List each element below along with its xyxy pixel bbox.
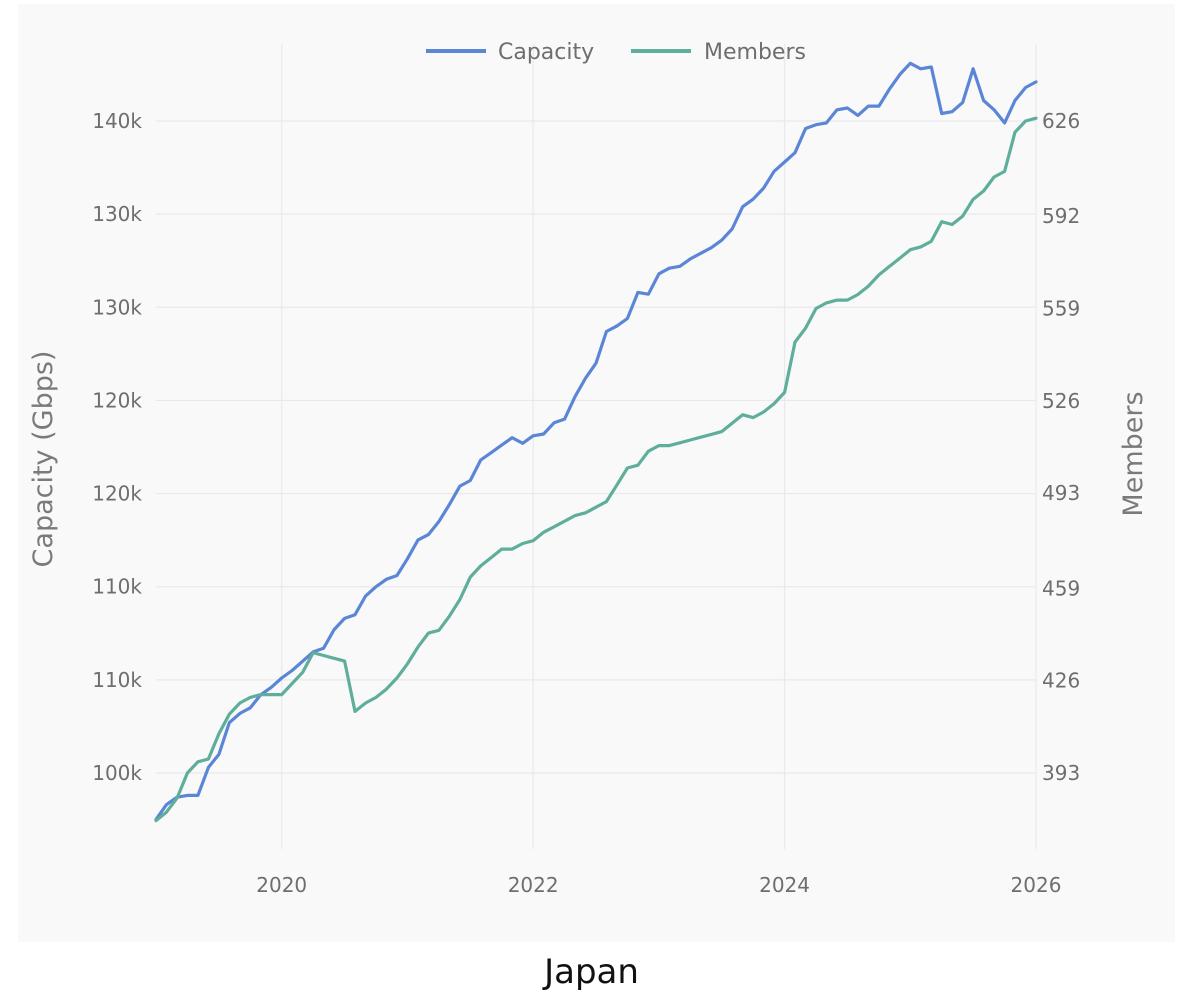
x-axis-ticks: 2020 2022 2024 2026 (256, 873, 1061, 897)
legend-label-members: Members (704, 40, 806, 65)
legend: Capacity Members (426, 40, 806, 65)
x-tick-label: 2022 (508, 873, 559, 897)
left-tick-label: 110k (92, 575, 142, 599)
legend-label-capacity: Capacity (498, 40, 594, 65)
left-tick-label: 110k (92, 668, 142, 692)
right-tick-label: 626 (1042, 109, 1080, 133)
series-lines (154, 61, 1038, 823)
legend-item-capacity[interactable]: Capacity (426, 40, 594, 65)
right-axis-title: Members (1118, 391, 1149, 516)
x-tick-label: 2020 (256, 873, 307, 897)
right-tick-label: 493 (1042, 481, 1080, 505)
left-axis-ticks: 100k 110k 110k 120k 120k 130k 130k 140k (92, 109, 142, 785)
chart-area: 100k 110k 110k 120k 120k 130k 130k 140k 393 426 4… (18, 4, 1175, 942)
right-tick-label: 559 (1042, 296, 1080, 320)
x-tick-label: 2024 (759, 873, 810, 897)
right-tick-label: 393 (1042, 761, 1080, 785)
right-tick-label: 526 (1042, 389, 1080, 413)
left-tick-label: 130k (92, 295, 142, 319)
gridlines (156, 44, 1037, 849)
line-chart: 100k 110k 110k 120k 120k 130k 130k 140k 393 426 4… (28, 40, 1149, 897)
left-tick-label: 140k (92, 109, 142, 133)
series-line-members (154, 116, 1038, 823)
left-tick-label: 100k (92, 761, 142, 785)
left-tick-label: 120k (92, 482, 142, 506)
left-tick-label: 120k (92, 388, 142, 412)
left-tick-label: 130k (92, 202, 142, 226)
right-axis-ticks: 393 426 459 493 526 559 592 626 (1042, 109, 1080, 785)
right-tick-label: 592 (1042, 204, 1080, 228)
x-tick-label: 2026 (1011, 873, 1062, 897)
right-tick-label: 459 (1042, 576, 1080, 600)
right-tick-label: 426 (1042, 669, 1080, 693)
chart-caption: Japan (544, 952, 639, 992)
legend-item-members[interactable]: Members (631, 40, 806, 65)
left-axis-title: Capacity (Gbps) (28, 351, 59, 568)
series-line-capacity (154, 61, 1038, 822)
